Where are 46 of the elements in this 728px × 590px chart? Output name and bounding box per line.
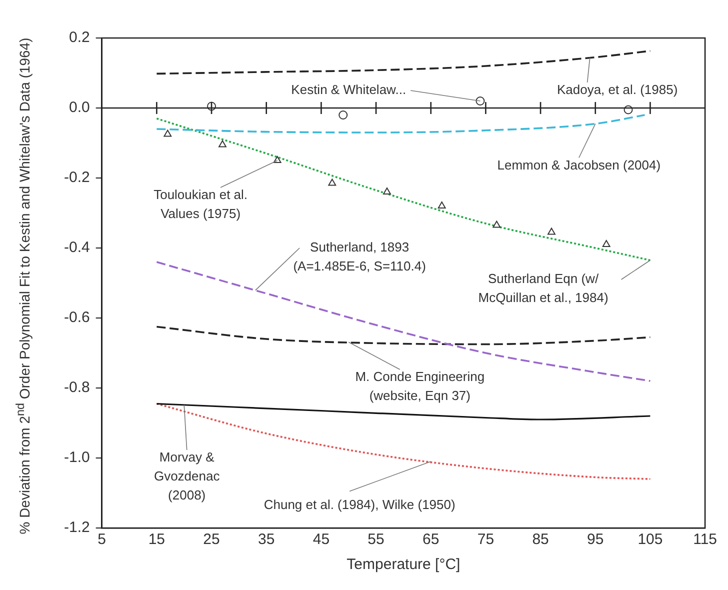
line-series xyxy=(156,402,652,480)
point xyxy=(338,110,348,120)
x-tick-label: 45 xyxy=(312,531,330,548)
point xyxy=(218,140,226,148)
x-tick-label: 55 xyxy=(368,531,384,548)
series-label: Sutherland Eqn (w/ McQuillan et al., 1984) xyxy=(478,271,608,306)
x-tick-label: 15 xyxy=(148,531,166,548)
x-axis-title: Temperature [°C] xyxy=(346,556,460,574)
y-tick-label: -1.0 xyxy=(64,449,90,466)
x-tick-label: 35 xyxy=(258,531,275,548)
x-tick-label: 95 xyxy=(587,531,604,548)
series-label: Kestin & Whitelaw... xyxy=(291,82,406,98)
series-label: M. Conde Engineering (website, Eqn 37) xyxy=(355,369,485,404)
y-tick-label: -0.2 xyxy=(64,169,90,186)
x-tick-label: 5 xyxy=(98,531,106,548)
y-tick-label: -0.4 xyxy=(64,239,90,256)
text: Chung et al. (1984), Wilke (1950) xyxy=(264,496,456,512)
line-series xyxy=(156,326,652,346)
line-series xyxy=(156,50,652,75)
point xyxy=(492,220,501,228)
series-label: Kadoya, et al. (1985) xyxy=(556,82,678,98)
x-tick-label: 25 xyxy=(203,531,220,548)
text: Lemmon & Jacobsen (2004) xyxy=(497,157,661,172)
text: Touloukian et al. Values (1975) xyxy=(154,187,248,222)
x-tick-label: 65 xyxy=(422,531,440,548)
text: Morvay & Gvozdenac (2008) xyxy=(154,450,220,503)
text: Sutherland, 1893 (A=1.485E-6, S=110.4) xyxy=(293,240,426,274)
line-series xyxy=(156,402,652,420)
point xyxy=(476,96,485,106)
x-tick-label: 105 xyxy=(638,531,663,548)
point xyxy=(328,178,336,186)
point xyxy=(164,130,172,137)
y-tick-label: -0.8 xyxy=(64,379,90,396)
point xyxy=(383,188,391,194)
y-tick-label: -0.6 xyxy=(64,309,90,326)
point xyxy=(548,228,556,235)
line-series xyxy=(156,114,646,134)
y-tick-label: -1.2 xyxy=(64,519,90,536)
y-tick-label: 0.0 xyxy=(68,99,90,116)
point xyxy=(602,240,610,247)
x-tick-label: 115 xyxy=(693,531,718,548)
x-tick-label: 75 xyxy=(477,531,494,548)
y-tick-label: 0.2 xyxy=(68,29,90,46)
line-series xyxy=(156,261,652,382)
point xyxy=(438,202,446,208)
x-tick-label: 85 xyxy=(532,531,549,548)
